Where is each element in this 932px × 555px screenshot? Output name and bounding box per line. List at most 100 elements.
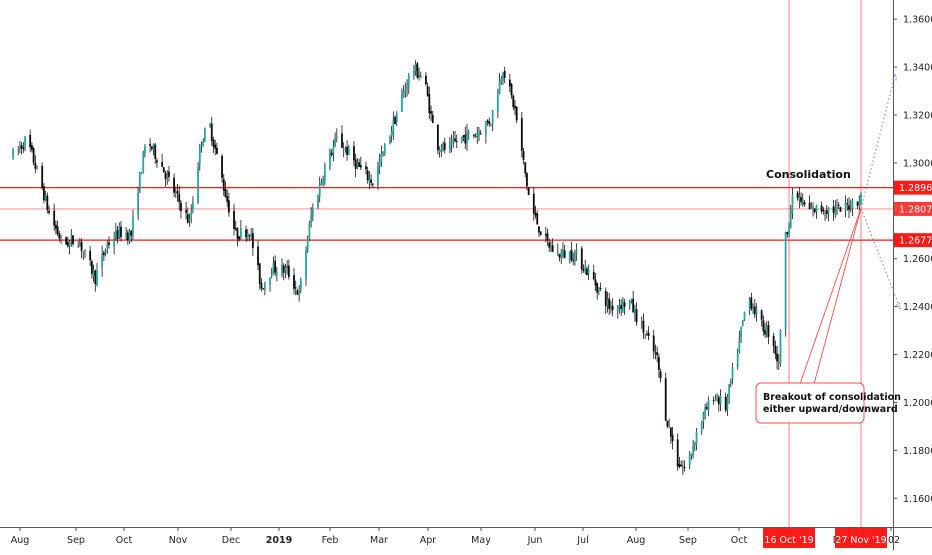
candle-down <box>582 269 585 271</box>
candle-down <box>234 227 237 230</box>
candle-down <box>262 288 265 290</box>
candle-down <box>544 234 547 236</box>
callout-text: Breakout of consolidation <box>763 392 901 403</box>
callout-pointer <box>813 208 862 385</box>
date-tag-label: 27 Nov '19 <box>835 535 886 546</box>
candle-up <box>777 362 780 364</box>
candle-down <box>371 183 374 185</box>
candle-down <box>260 282 263 289</box>
candle-up <box>693 443 696 445</box>
candle-down <box>488 121 491 125</box>
projection-arrowhead <box>891 74 898 81</box>
x-tick-label: Oct <box>116 535 133 546</box>
candle-up <box>784 231 787 330</box>
candle-down <box>611 305 614 311</box>
x-tick-label: Nov <box>169 535 188 546</box>
candle-down <box>130 230 133 236</box>
candle-down <box>248 235 251 236</box>
x-tick-label: Feb <box>322 535 339 546</box>
candle-up <box>484 122 487 136</box>
candle-up <box>810 208 813 209</box>
candle-up <box>382 151 384 155</box>
candle-up <box>491 110 494 124</box>
candle-down <box>534 212 537 216</box>
candle-up <box>714 397 717 399</box>
candle-up <box>748 298 751 310</box>
candle-down <box>764 330 766 335</box>
y-tick-label: 1.26000 <box>903 254 932 265</box>
candle-down <box>632 298 635 312</box>
candle-down <box>443 142 446 151</box>
candle-down <box>185 210 187 213</box>
candle-down <box>56 226 59 235</box>
candle-down <box>34 163 37 169</box>
candle-down <box>474 136 477 138</box>
candle-down <box>680 464 683 467</box>
candle-up <box>452 138 455 142</box>
candle-up <box>438 149 441 152</box>
candle-up <box>834 207 837 215</box>
candle-down <box>94 270 97 285</box>
candle-up <box>190 211 193 219</box>
candle-up <box>389 137 391 144</box>
candle-up <box>801 199 804 204</box>
candle-up <box>395 113 398 122</box>
candle-up <box>197 167 199 203</box>
candle-down <box>224 188 227 198</box>
candle-up <box>729 381 732 384</box>
candle-up <box>356 162 359 168</box>
candle-up <box>263 283 266 290</box>
candle-up <box>380 153 383 162</box>
callout-box <box>755 382 865 424</box>
candle-down <box>832 206 835 213</box>
candle-up <box>860 193 862 204</box>
candle-up <box>851 200 854 208</box>
candle-up <box>789 210 792 227</box>
candle-up <box>610 306 612 308</box>
candle-down <box>676 439 679 467</box>
candle-down <box>776 353 778 362</box>
candle-down <box>563 250 566 258</box>
candle-up <box>740 327 742 337</box>
candle-up <box>490 123 492 125</box>
candle-down <box>659 371 662 379</box>
candle-down <box>664 378 667 421</box>
candle-up <box>413 70 415 77</box>
candle-down <box>80 241 83 251</box>
candle-up <box>202 141 205 147</box>
candle-up <box>618 306 621 308</box>
candle-down <box>161 162 163 167</box>
date-tag <box>763 528 816 548</box>
candle-down <box>42 186 45 201</box>
candle-up <box>322 179 325 184</box>
candle-up <box>630 299 633 302</box>
candle-up <box>200 143 203 145</box>
y-tick-label: 1.24000 <box>903 302 932 313</box>
candle-up <box>728 384 730 397</box>
candle-down <box>846 203 849 205</box>
candle-up <box>575 250 578 253</box>
candle-up <box>250 234 253 237</box>
candle-down <box>546 233 549 241</box>
date-tag-label: 16 Oct '19 <box>764 535 813 546</box>
candle-down <box>705 407 708 410</box>
candle-down <box>669 427 672 437</box>
candle-down <box>431 114 434 123</box>
candle-up <box>311 208 314 216</box>
candle-up <box>419 75 422 78</box>
candle-down <box>238 236 241 240</box>
candle-up <box>584 266 587 272</box>
candle-up <box>78 243 81 245</box>
candle-down <box>592 272 595 280</box>
candle-down <box>216 147 218 154</box>
candle-down <box>116 230 119 239</box>
candle-down <box>803 201 806 205</box>
candle-down <box>586 268 588 276</box>
candlestick-series <box>12 60 862 475</box>
candle-down <box>522 151 525 160</box>
candle-up <box>392 119 395 134</box>
candle-down <box>635 309 638 323</box>
candle-up <box>798 195 801 201</box>
candle-up <box>320 181 323 185</box>
